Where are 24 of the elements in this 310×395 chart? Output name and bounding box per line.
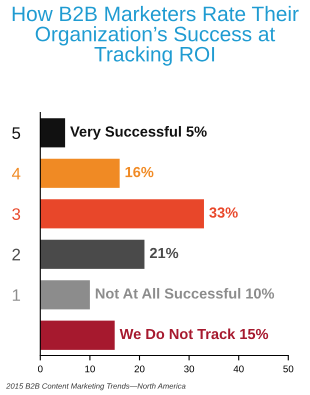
x-tick-label: 0 <box>38 365 43 372</box>
x-tick-label: 30 <box>184 365 194 372</box>
data-label: Not At All Successful 10% <box>96 288 274 299</box>
chart-title: How B2B Marketers Rate Their Organization’s Success at Tracking ROI <box>12 6 299 66</box>
bar <box>40 158 120 188</box>
y-tick-label: 1 <box>12 289 20 301</box>
data-label: 33% <box>209 207 238 218</box>
data-label: 21% <box>150 248 178 258</box>
y-tick-label: 3 <box>12 208 20 220</box>
x-tick-label: 10 <box>85 365 95 372</box>
bar <box>40 118 66 148</box>
data-label: 16% <box>126 166 154 178</box>
x-tick-label: 40 <box>234 365 244 372</box>
x-tick-label: 20 <box>134 365 145 372</box>
bar <box>40 280 90 310</box>
y-tick-label: 4 <box>12 168 20 180</box>
bar <box>40 320 115 350</box>
x-tick-label: 50 <box>283 365 294 372</box>
bar <box>40 199 204 228</box>
y-tick-label: 5 <box>12 127 20 140</box>
bar <box>40 240 144 269</box>
data-label: Very Successful 5% <box>70 126 207 140</box>
y-tick-label: 2 <box>12 248 20 260</box>
data-label: We Do Not Track 15% <box>120 328 268 340</box>
